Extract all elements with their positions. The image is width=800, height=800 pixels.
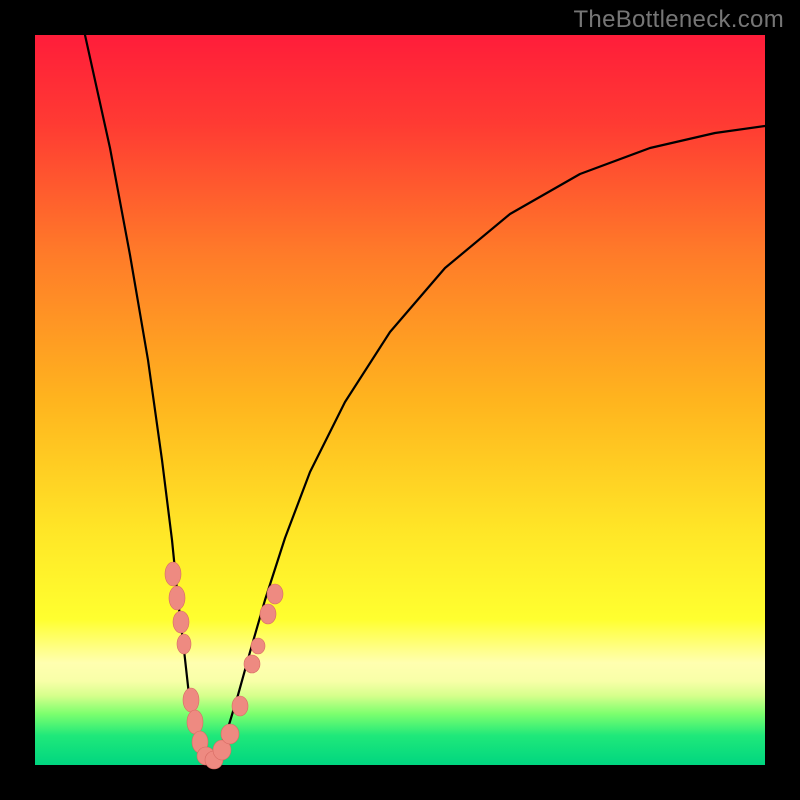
marker-dot: [221, 724, 239, 744]
marker-dot: [232, 696, 248, 716]
marker-dot: [244, 655, 260, 673]
marker-dot: [165, 562, 181, 586]
marker-dot: [183, 688, 199, 712]
marker-dot: [251, 638, 265, 654]
chart-root: TheBottleneck.com: [0, 0, 800, 800]
marker-dot: [173, 611, 189, 633]
marker-dot: [267, 584, 283, 604]
marker-dot: [260, 604, 276, 624]
marker-dot: [187, 710, 203, 734]
marker-dot: [177, 634, 191, 654]
chart-svg: [0, 0, 800, 800]
marker-dot: [169, 586, 185, 610]
plot-gradient-area: [35, 35, 765, 765]
watermark-text: TheBottleneck.com: [573, 6, 784, 34]
